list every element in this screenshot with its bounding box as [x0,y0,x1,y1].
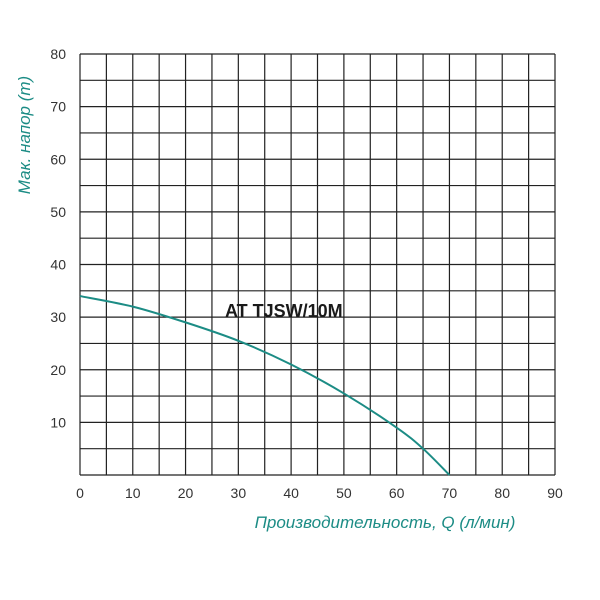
y-tick-label: 50 [50,204,66,220]
x-tick-label: 90 [547,485,563,501]
y-tick-label: 60 [50,151,66,167]
x-tick-label: 70 [442,485,458,501]
x-tick-label: 50 [336,485,352,501]
y-tick-label: 70 [50,99,66,115]
x-tick-label: 60 [389,485,405,501]
x-tick-labels: 0 10 20 30 40 50 60 70 80 90 [76,485,563,501]
x-tick-label: 40 [283,485,299,501]
series-label: AT TJSW/10M [225,301,343,321]
y-tick-label: 10 [50,414,66,430]
x-tick-label: 30 [231,485,247,501]
vertical-gridlines [79,54,556,475]
y-tick-label: 30 [50,309,66,325]
series-line [79,295,451,476]
x-tick-label: 80 [494,485,510,501]
y-tick-labels: 10 20 30 40 50 60 70 80 [50,46,66,430]
x-tick-label: 10 [125,485,141,501]
y-tick-label: 20 [50,362,66,378]
x-axis-title: Производительность, Q (л/мин) [255,513,516,532]
y-tick-label: 40 [50,257,66,273]
y-tick-label: 80 [50,46,66,62]
x-tick-label: 20 [178,485,194,501]
y-axis-title: Мак. напор (m) [15,76,34,194]
x-tick-label: 0 [76,485,84,501]
